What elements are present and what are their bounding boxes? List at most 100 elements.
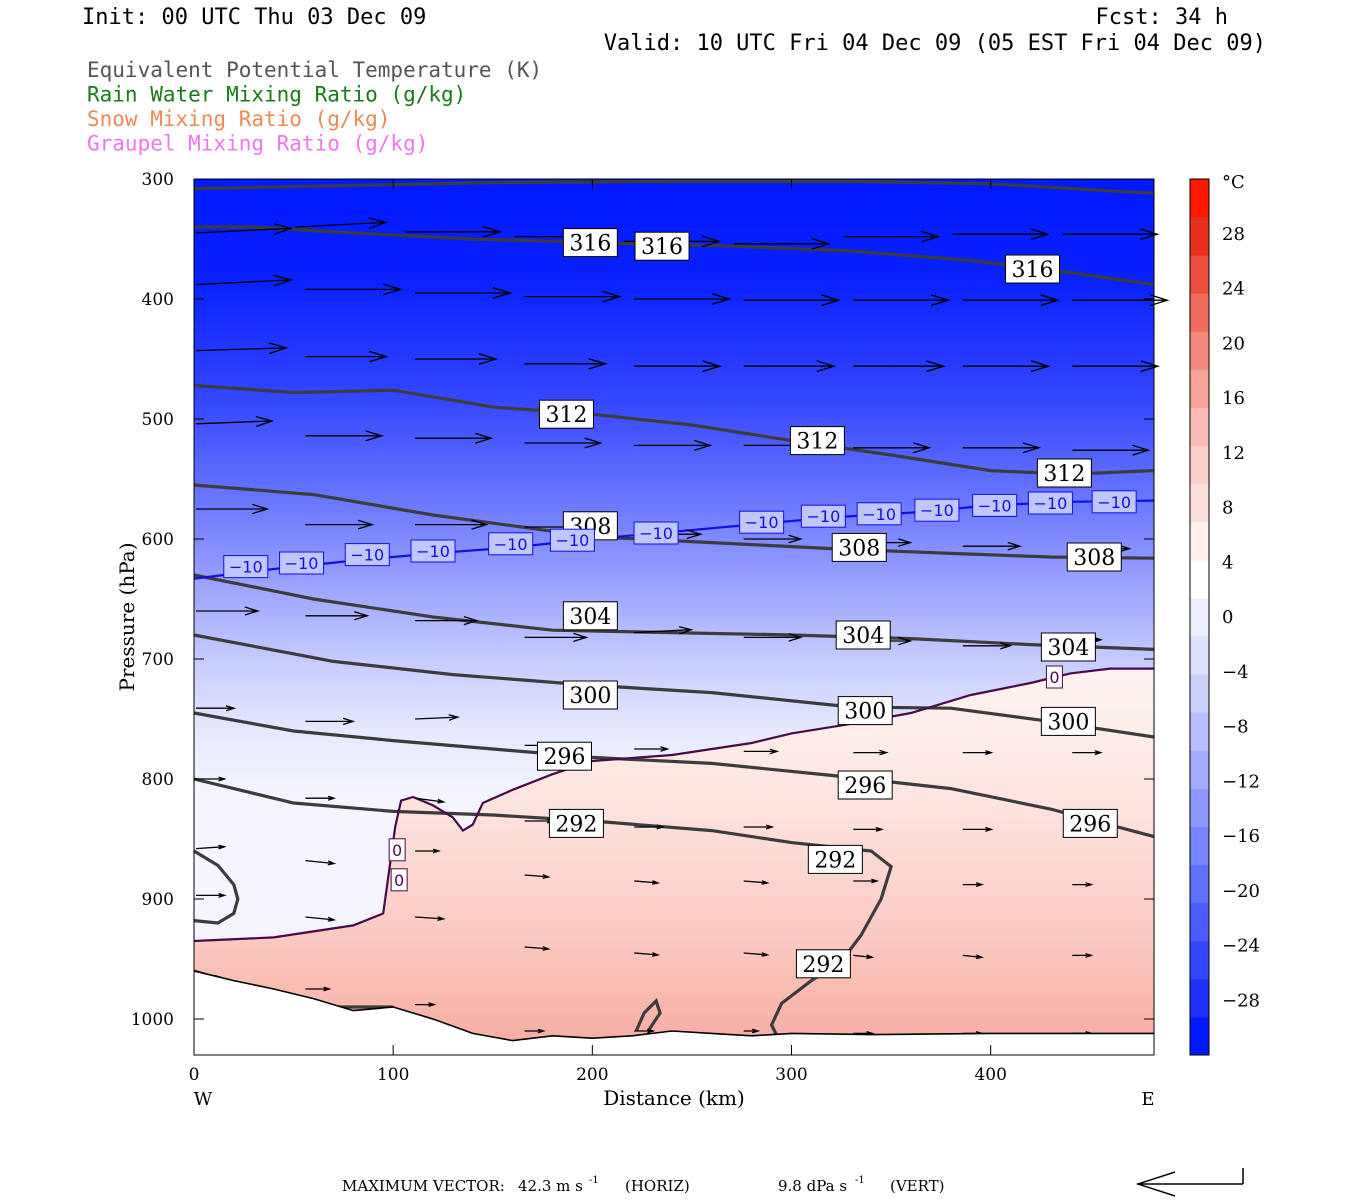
isotherm-label: −10 bbox=[978, 496, 1012, 515]
terrain-line bbox=[193, 970, 1154, 1042]
theta-e-label-box bbox=[1040, 632, 1096, 662]
wind-vector-arrow bbox=[196, 892, 227, 898]
isotherm-label: −10 bbox=[862, 505, 896, 524]
x-axis-label: Distance (km) bbox=[603, 1086, 745, 1110]
x-tick-label: 100 bbox=[377, 1065, 409, 1085]
wind-vector-arrow bbox=[962, 541, 1023, 551]
wind-vector-arrow bbox=[195, 223, 294, 236]
wind-vector-arrow bbox=[743, 748, 780, 755]
wind-vector-arrow bbox=[415, 797, 446, 804]
isotherm-label-box bbox=[388, 838, 406, 862]
x-tick-label: 400 bbox=[974, 1065, 1006, 1085]
colorbar-swatch bbox=[1190, 788, 1209, 827]
theta-e-label-box bbox=[536, 741, 592, 771]
theta-e-label-box bbox=[562, 228, 618, 258]
wind-vector-arrow bbox=[415, 353, 499, 365]
theta-e-label-box bbox=[634, 231, 690, 261]
theta-e-contour bbox=[634, 998, 662, 1032]
colorbar-swatch bbox=[1190, 445, 1209, 485]
colorbar-tick-label: 20 bbox=[1222, 333, 1245, 354]
colorbar-swatch bbox=[1190, 597, 1209, 637]
reference-vector-icon bbox=[1135, 1168, 1244, 1197]
wind-vector-arrow bbox=[415, 287, 513, 299]
colorbar-tick-label: 4 bbox=[1222, 552, 1233, 573]
y-tick-label: 600 bbox=[142, 530, 174, 550]
wind-vector-arrow bbox=[415, 432, 494, 444]
wind-vector-arrow bbox=[743, 1028, 761, 1034]
field-legend: Equivalent Potential Temperature (K)Rain… bbox=[87, 58, 542, 156]
colorbar-tick-label: 24 bbox=[1222, 279, 1245, 300]
x-tick-label: 200 bbox=[576, 1065, 608, 1085]
wind-vector-arrow bbox=[634, 625, 694, 635]
wind-vector-arrow bbox=[634, 360, 722, 373]
legend-item: Graupel Mixing Ratio (g/kg) bbox=[87, 132, 428, 156]
theta-e-label: 312 bbox=[545, 403, 587, 428]
wind-vector-arrow bbox=[634, 1028, 656, 1034]
theta-e-label-box bbox=[831, 532, 887, 562]
wind-vector-arrow bbox=[962, 360, 1051, 373]
wind-vector-arrow bbox=[305, 430, 384, 442]
wind-vector-arrow bbox=[415, 615, 479, 626]
wind-vector-arrow bbox=[962, 750, 994, 756]
isotherm-label-box bbox=[633, 521, 679, 545]
wind-vector-arrow bbox=[196, 705, 237, 712]
isotherm-label: −10 bbox=[350, 546, 384, 565]
wind-vector-arrow bbox=[743, 824, 775, 830]
valid-time-text: Valid: 10 UTC Fri 04 Dec 09 (05 EST Fri … bbox=[604, 31, 1266, 56]
colorbar-tick-label: 8 bbox=[1222, 498, 1233, 519]
wind-vector-arrow bbox=[853, 954, 875, 960]
horiz-unit: (HORIZ) bbox=[625, 1177, 690, 1195]
legend-item: Rain Water Mixing Ratio (g/kg) bbox=[87, 83, 466, 107]
wind-vector-arrow bbox=[962, 294, 1061, 307]
isotherm-label: −10 bbox=[556, 531, 590, 550]
theta-e-contour bbox=[193, 849, 240, 925]
theta-e-label-box bbox=[562, 680, 618, 710]
wind-vector-arrow bbox=[524, 874, 551, 879]
wind-vector-arrow bbox=[305, 986, 332, 992]
theta-e-label-box bbox=[837, 770, 893, 800]
colorbar-tick-label: −16 bbox=[1222, 826, 1260, 847]
isotherm-label: −10 bbox=[1097, 493, 1131, 512]
x-tick-label: 300 bbox=[775, 1065, 807, 1085]
colorbar-swatch bbox=[1190, 483, 1209, 523]
theta-e-label: 316 bbox=[641, 235, 683, 260]
theta-e-label-box bbox=[562, 601, 618, 631]
colorbar-tick-label: 28 bbox=[1222, 224, 1245, 245]
vert-exponent: -1 bbox=[855, 1175, 865, 1186]
wind-vector-arrow bbox=[305, 795, 337, 801]
wind-vector-arrow bbox=[524, 632, 589, 643]
theta-e-contour bbox=[193, 633, 1155, 739]
wind-vector-arrow bbox=[853, 442, 932, 454]
isotherm-label: −10 bbox=[1034, 494, 1068, 513]
isotherm-label: −10 bbox=[806, 507, 840, 526]
colorbar-swatch bbox=[1190, 217, 1209, 256]
theta-e-label: 308 bbox=[838, 536, 880, 561]
isotherm-label: −10 bbox=[416, 542, 450, 561]
theta-e-label: 304 bbox=[569, 605, 611, 630]
theta-e-label: 312 bbox=[1043, 462, 1085, 487]
theta-e-label: 300 bbox=[1047, 710, 1089, 735]
isotherm-label: −10 bbox=[920, 501, 954, 520]
isotherm-label-box bbox=[856, 502, 902, 526]
wind-vector-arrow bbox=[405, 225, 503, 238]
wind-vector-arrow bbox=[195, 415, 275, 428]
isotherm-label-box bbox=[390, 868, 408, 892]
isotherm-label: 0 bbox=[394, 871, 404, 890]
theta-e-label: 296 bbox=[844, 774, 886, 799]
isotherm-label: −10 bbox=[745, 513, 779, 532]
terrain-mask bbox=[194, 971, 1154, 1055]
colorbar-tick-label: 0 bbox=[1222, 607, 1233, 628]
isotherm-label-box bbox=[410, 539, 456, 563]
west-label: W bbox=[194, 1089, 213, 1110]
theta-e-label: 304 bbox=[842, 624, 884, 649]
wind-vector-arrow bbox=[743, 360, 837, 373]
wind-vector-arrow bbox=[196, 606, 261, 616]
theta-e-label: 300 bbox=[569, 684, 611, 709]
theta-e-label: 296 bbox=[1069, 812, 1111, 837]
wind-vector-arrow bbox=[962, 954, 985, 960]
colorbar-tick-label: −4 bbox=[1222, 662, 1249, 683]
theta-e-label-box bbox=[837, 696, 893, 726]
y-tick-label: 300 bbox=[142, 170, 174, 190]
theta-e-contour bbox=[193, 383, 1155, 476]
